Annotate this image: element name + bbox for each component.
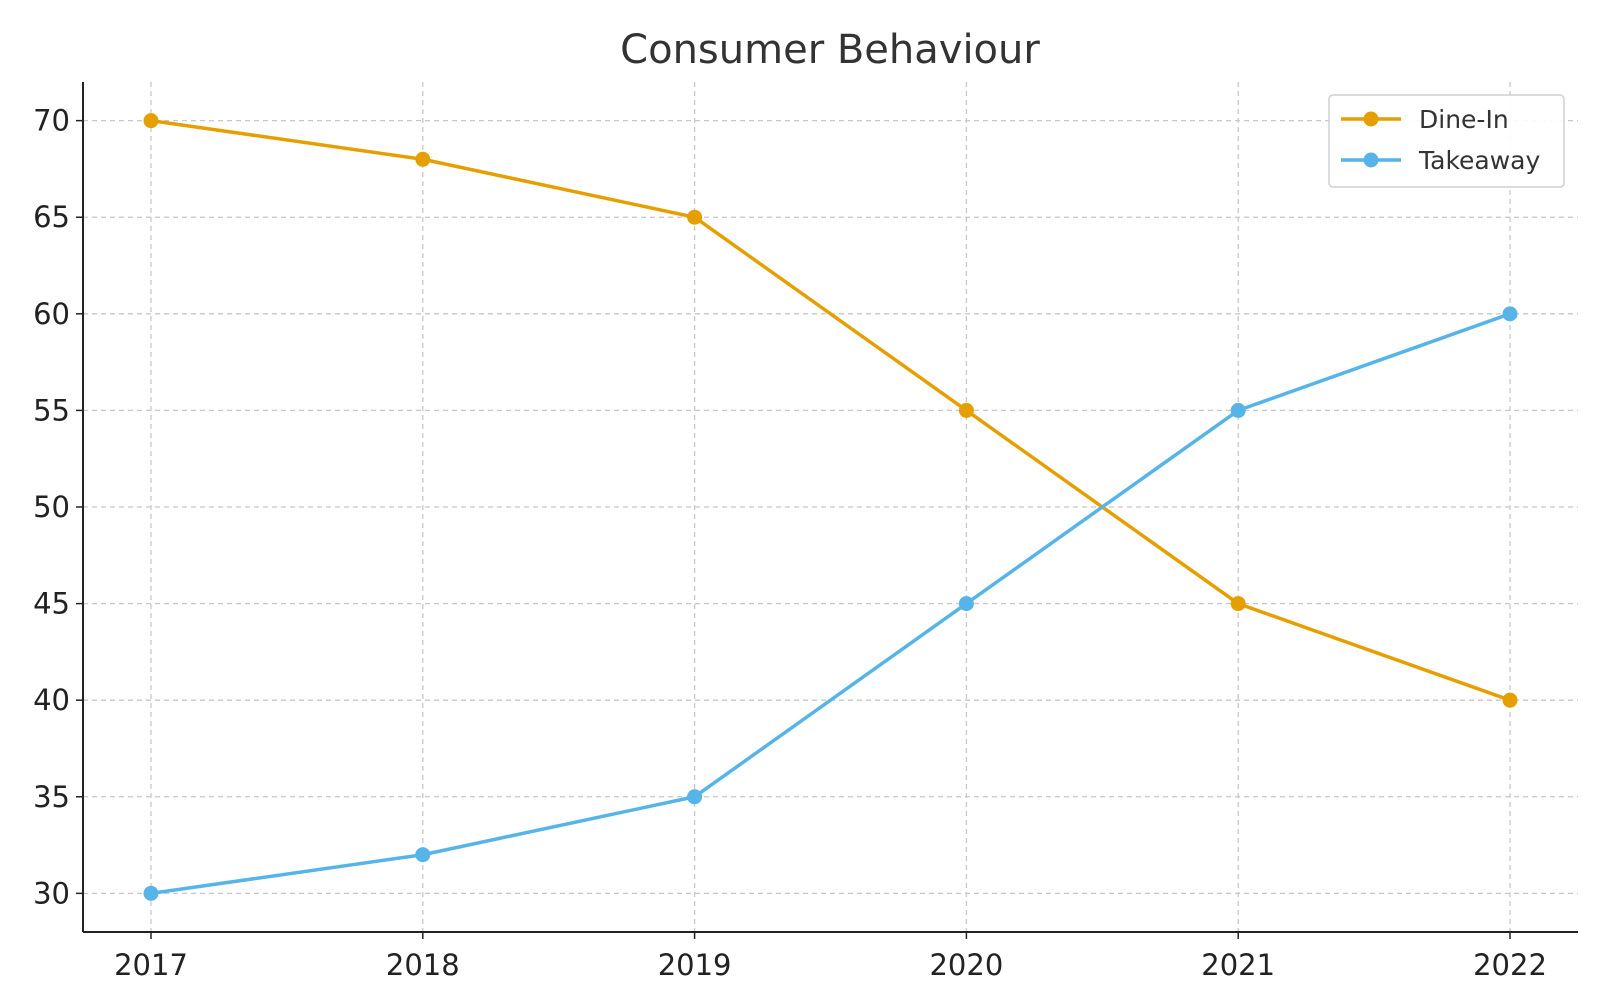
- legend-label: Takeaway: [1418, 146, 1541, 175]
- series-line-dine-in: [149, 118, 1512, 702]
- data-point-takeaway: [415, 847, 431, 863]
- y-tick-label: 45: [33, 587, 70, 621]
- x-tick-label: 2017: [114, 948, 188, 982]
- series-dine-in: [143, 113, 1518, 708]
- y-tick-label: 30: [33, 876, 70, 910]
- y-tick-label: 60: [33, 297, 70, 331]
- legend-item-takeaway: Takeaway: [1341, 146, 1541, 175]
- data-point-takeaway: [1230, 402, 1246, 418]
- y-tick-label: 70: [33, 104, 70, 138]
- data-point-dine-in: [958, 402, 974, 418]
- grid-lines: [83, 82, 1578, 932]
- legend: Dine-In Takeaway: [1328, 94, 1565, 188]
- chart-title: Consumer Behaviour: [620, 27, 1040, 73]
- data-point-dine-in: [1230, 596, 1246, 612]
- data-point-takeaway: [143, 885, 159, 901]
- legend-label: Dine-In: [1419, 105, 1509, 134]
- y-tick-label: 40: [33, 683, 70, 717]
- x-tick-label: 2019: [658, 948, 732, 982]
- x-tick-label: 2018: [386, 948, 460, 982]
- tick-labels: 2017 2018 2019 2020 2021 2022 30 35 40 45 50 55 60 65…: [33, 104, 1547, 982]
- data-point-dine-in: [415, 151, 431, 167]
- data-point-takeaway: [958, 596, 974, 612]
- y-tick-label: 65: [33, 200, 70, 234]
- series-lines: [143, 113, 1518, 901]
- x-tick-label: 2022: [1473, 948, 1547, 982]
- series-line-takeaway: [149, 312, 1512, 896]
- data-point-dine-in: [1502, 692, 1518, 708]
- data-point-dine-in: [143, 113, 159, 129]
- legend-marker: [1363, 152, 1379, 168]
- data-point-dine-in: [687, 209, 703, 225]
- x-tick-label: 2020: [929, 948, 1003, 982]
- y-tick-label: 50: [33, 490, 70, 524]
- data-point-takeaway: [1502, 306, 1518, 322]
- x-tick-label: 2021: [1201, 948, 1275, 982]
- y-tick-label: 55: [33, 393, 70, 427]
- legend-marker: [1363, 111, 1379, 127]
- data-point-takeaway: [687, 789, 703, 805]
- legend-item-dine-in: Dine-In: [1341, 105, 1509, 134]
- y-tick-label: 35: [33, 780, 70, 814]
- series-takeaway: [143, 306, 1518, 901]
